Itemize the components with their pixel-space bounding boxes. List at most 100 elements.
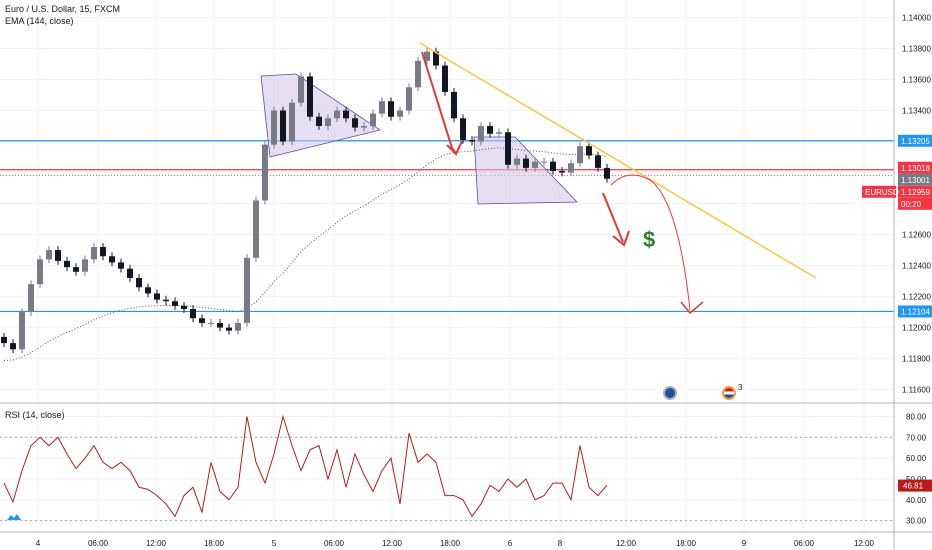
price-tick-label: 1.12200 (902, 293, 931, 302)
projection-arrow-head (680, 301, 704, 315)
price-tag (898, 305, 932, 318)
candle-body (127, 268, 133, 278)
candle-body (109, 256, 115, 263)
candle-body (505, 132, 511, 165)
dollar-sign-annotation: $ (643, 227, 655, 252)
candle-body (595, 155, 601, 168)
rsi-tick-label: 50.00 (906, 475, 927, 484)
candle-body (217, 322, 223, 328)
candle-body (55, 250, 61, 261)
candle-body (244, 257, 250, 323)
candle-body (181, 305, 187, 309)
candle-body (262, 144, 268, 201)
time-tick-label: 06:00 (324, 539, 345, 548)
candle-body (136, 277, 142, 288)
candle-body (298, 76, 304, 103)
candle-body (91, 246, 97, 260)
price-tick-label: 1.13400 (902, 107, 931, 116)
economic-event-icon[interactable] (663, 386, 677, 400)
price-tick-label: 1.11600 (902, 386, 931, 395)
price-tag (898, 173, 932, 186)
rsi-legend[interactable]: RSI (14, close) (5, 410, 65, 420)
price-tag (898, 185, 932, 198)
candle-body (523, 158, 529, 168)
candle-body (253, 200, 259, 258)
rsi-tick-label: 70.00 (906, 433, 927, 442)
rsi-last-value-tag (898, 479, 932, 492)
candle-body (226, 327, 232, 331)
horizontal-levels[interactable] (0, 140, 894, 313)
candle-body (1, 336, 7, 344)
candle-body (316, 116, 322, 127)
candle-body (172, 301, 178, 306)
price-tag (898, 161, 932, 174)
event-count-badge: 3 (738, 383, 743, 392)
candle-body (496, 132, 502, 134)
candle-body (442, 65, 448, 92)
candle-body (352, 118, 358, 128)
time-tick-label: 06:00 (88, 539, 109, 548)
candle-body (289, 102, 295, 142)
price-tag-text: 1.13018 (901, 164, 930, 173)
price-tick-label: 1.13800 (902, 45, 931, 54)
candle-body (163, 299, 169, 302)
rsi-last-value-text: 46.81 (903, 482, 924, 491)
rsi-line (3, 414, 608, 518)
red-arrow-2 (602, 192, 624, 243)
trend-line (419, 42, 817, 279)
rsi-tick-label: 80.00 (906, 412, 927, 421)
time-tick-label: 9 (742, 539, 747, 548)
candle-body (235, 322, 241, 331)
candle-body (415, 60, 421, 88)
red-arrow-1-head (446, 140, 463, 156)
candle-body (604, 167, 610, 179)
price-tag-text: 00:20 (901, 200, 922, 209)
red-arrow-2-head (612, 230, 630, 247)
candle-body (397, 110, 403, 117)
candle-body (100, 246, 106, 257)
price-tick-label: 1.12400 (902, 262, 931, 271)
symbol-tag-text: EURUSD (865, 188, 899, 197)
time-tick-label: 12:00 (854, 539, 875, 548)
candle-body (64, 260, 70, 268)
price-tags: 46.81 1.13205 1.13018 1.13001 1.12959 00:20 1.… (862, 134, 932, 492)
candle-body (190, 308, 196, 319)
candle-body (478, 126, 484, 142)
candle-body (343, 110, 349, 119)
candle-body (451, 91, 457, 119)
candle-body (37, 259, 43, 285)
candle-body (46, 250, 52, 260)
ema-legend[interactable]: EMA (144, close) (5, 16, 74, 26)
candle-body (10, 343, 16, 350)
price-tag (898, 197, 932, 210)
rsi-tick-label: 30.00 (906, 517, 927, 526)
candle-body (577, 146, 583, 164)
us-flag-event-icon[interactable] (722, 386, 736, 400)
candle-body (325, 118, 331, 127)
price-tick-label: 1.13600 (902, 76, 931, 85)
symbol-legend[interactable]: Euro / U.S. Dollar, 15, FXCM (5, 4, 121, 14)
price-tag-text: 1.13205 (901, 137, 930, 146)
time-tick-label: 5 (272, 539, 277, 548)
candle-body (82, 259, 88, 272)
price-tick-label: 1.14000 (902, 14, 931, 23)
time-tick-label: 06:00 (794, 539, 815, 548)
tradingview-logo-icon (7, 514, 21, 520)
time-tick-label: 18:00 (676, 539, 697, 548)
triangle-pattern-1 (260, 73, 381, 158)
candle-body (379, 101, 385, 114)
drawings[interactable]: $ (419, 42, 817, 315)
candles (1, 47, 610, 354)
candle-body (406, 87, 412, 111)
time-tick-label: 12:00 (616, 539, 637, 548)
candle-body (154, 293, 160, 300)
time-tick-label: 6 (508, 539, 513, 548)
candle-body (73, 267, 79, 272)
price-tag-text: 1.12959 (901, 188, 930, 197)
candle-body (199, 318, 205, 323)
price-tag (898, 134, 932, 147)
candle-body (208, 322, 214, 324)
time-tick-label: 18:00 (440, 539, 461, 548)
candle-body (118, 262, 124, 269)
